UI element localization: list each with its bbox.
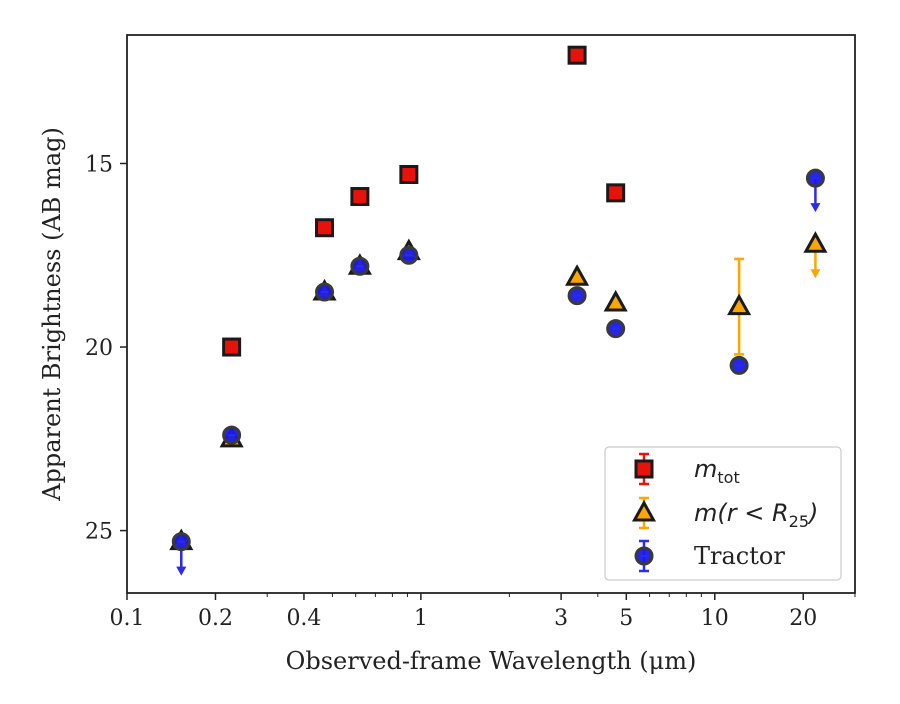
data-point xyxy=(315,218,335,238)
series-2 xyxy=(171,168,825,552)
x-tick-label: 20 xyxy=(789,606,817,631)
data-point xyxy=(631,499,657,522)
x-axis: 0.1 0.2 0.4 1 3 5 10 20 Observed-frame Wavelengt… xyxy=(110,593,856,675)
data-point xyxy=(567,45,587,65)
y-tick-label: 20 xyxy=(85,336,113,361)
data-point xyxy=(603,289,628,312)
x-tick-label: 3 xyxy=(554,606,568,631)
y-tick-label: 15 xyxy=(85,152,113,177)
legend: mtot m(r < R25) Tractor xyxy=(604,446,842,581)
plot-frame xyxy=(126,34,856,594)
data-point xyxy=(565,264,590,286)
x-tick-label: 10 xyxy=(701,606,729,631)
legend-label: Tractor xyxy=(694,542,785,570)
legend-label: mtot xyxy=(694,455,740,487)
data-point xyxy=(803,231,828,253)
data-point xyxy=(634,459,654,479)
x-axis-label: Observed-frame Wavelength (μm) xyxy=(286,647,697,675)
data-point xyxy=(222,337,242,357)
x-tick-label: 5 xyxy=(619,606,633,631)
data-point xyxy=(727,293,752,316)
upper-limit-arrowhead xyxy=(810,203,821,213)
x-tick-label: 0.4 xyxy=(286,606,321,631)
y-axis-label: Apparent Brightness (AB mag) xyxy=(38,127,66,502)
legend-label: m(r < R25) xyxy=(694,499,818,531)
y-tick-label: 25 xyxy=(85,520,113,545)
upper-limit-arrowhead xyxy=(810,269,821,279)
data-point xyxy=(606,183,626,203)
series-0 xyxy=(222,45,626,357)
upper-limit-arrowhead xyxy=(176,566,187,576)
x-tick-label: 1 xyxy=(414,606,428,631)
y-axis: 15 20 25 Apparent Brightness (AB mag) xyxy=(38,127,127,545)
data-point xyxy=(399,165,419,184)
x-tick-label: 0.1 xyxy=(110,606,145,631)
legend-box xyxy=(604,446,842,581)
data-point xyxy=(350,187,370,207)
x-tick-label: 0.2 xyxy=(198,606,233,631)
